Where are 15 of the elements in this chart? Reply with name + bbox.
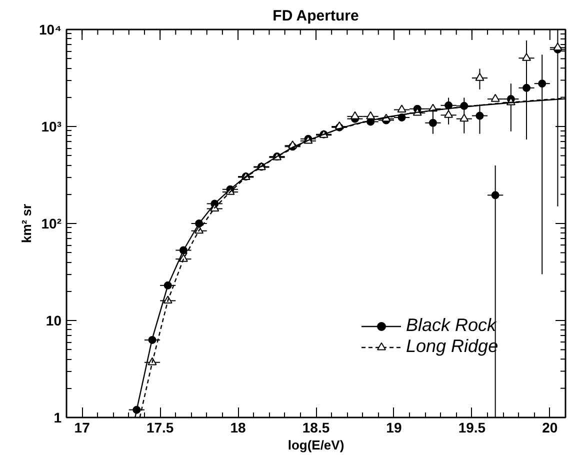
x-tick-label: 17.5 (146, 420, 174, 436)
y-tick-label: 10² (41, 216, 62, 232)
y-tick-label: 10 (46, 312, 62, 328)
x-tick-label: 17 (74, 420, 90, 436)
y-tick-label: 10⁴ (39, 22, 62, 38)
y-axis-title: km² sr (19, 204, 34, 244)
x-tick-label: 18 (230, 420, 246, 436)
y-tick-label: 1 (54, 410, 62, 426)
x-tick-label: 19 (386, 420, 402, 436)
x-tick-label: 18.5 (302, 420, 330, 436)
x-tick-label: 19.5 (458, 420, 486, 436)
y-tick-label: 10³ (41, 118, 62, 134)
chart-title: FD Aperture (272, 8, 359, 24)
x-axis-title: log(E/eV) (288, 438, 344, 452)
x-tick-label: 20 (542, 420, 558, 436)
